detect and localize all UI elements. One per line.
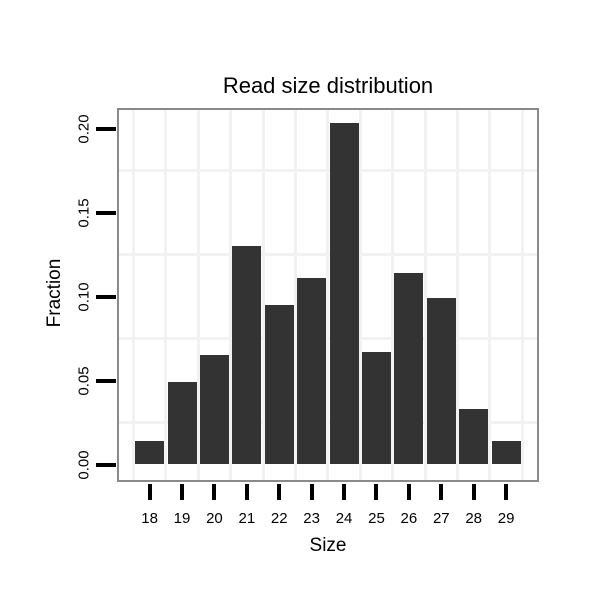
x-tick: [471, 484, 476, 500]
gridline-vertical: [261, 110, 265, 480]
bar-29: [491, 440, 521, 465]
x-tick: [504, 484, 509, 500]
x-tick: [212, 484, 217, 500]
bar-26: [394, 272, 424, 465]
x-tick: [244, 484, 249, 500]
bar-22: [264, 304, 294, 465]
x-tick-label: 23: [303, 510, 320, 527]
gridline-vertical: [358, 110, 362, 480]
y-tick: [96, 294, 116, 299]
y-tick-label: 0.10: [75, 281, 93, 312]
bar-25: [361, 351, 391, 465]
bar-19: [167, 382, 197, 465]
gridline-vertical: [131, 110, 135, 480]
bar-18: [135, 440, 165, 465]
y-tick-label: 0.20: [75, 113, 93, 144]
gridline-vertical: [293, 110, 297, 480]
x-tick: [406, 484, 411, 500]
gridline-horizontal: [119, 169, 537, 172]
x-tick-label: 29: [497, 510, 515, 527]
x-tick-label: 25: [368, 510, 385, 527]
gridline-horizontal: [119, 253, 537, 256]
bar-20: [199, 355, 229, 465]
y-tick: [96, 462, 116, 467]
gridline-vertical: [391, 110, 395, 480]
bar-24: [329, 123, 359, 465]
gridline-horizontal: [119, 421, 537, 424]
y-tick: [96, 126, 116, 131]
gridline-vertical: [229, 110, 233, 480]
gridline-vertical: [326, 110, 330, 480]
y-tick: [96, 210, 116, 215]
y-tick: [96, 378, 116, 383]
x-tick: [180, 484, 184, 500]
bar-23: [297, 278, 327, 465]
gridline-vertical: [455, 110, 459, 480]
x-tick: [309, 484, 314, 500]
x-tick-label: 26: [400, 510, 418, 527]
gridline-vertical: [164, 110, 168, 480]
y-tick-label: 0.15: [75, 197, 93, 228]
x-axis-title: Size: [309, 535, 347, 556]
x-tick-label: 20: [206, 510, 223, 527]
bar-27: [426, 298, 456, 465]
x-tick-label: 18: [141, 510, 158, 527]
gridline-vertical: [196, 110, 200, 480]
x-tick: [277, 484, 282, 500]
x-tick-label: 28: [465, 510, 483, 527]
x-tick-label: 24: [335, 510, 353, 527]
gridline-vertical: [488, 110, 492, 480]
y-tick-label: 0.00: [75, 449, 93, 480]
plot-panel: [117, 108, 539, 482]
x-tick: [374, 484, 379, 500]
gridline-vertical: [423, 110, 427, 480]
y-axis-title: Fraction: [44, 258, 65, 328]
x-tick-label: 27: [432, 510, 450, 527]
y-tick-label: 0.05: [75, 365, 93, 396]
x-tick-label: 21: [238, 510, 256, 527]
x-tick: [147, 484, 152, 500]
x-tick-label: 22: [270, 510, 288, 527]
bar-28: [459, 409, 489, 465]
chart-title: Read size distribution: [222, 73, 434, 98]
bar-21: [232, 246, 262, 465]
gridline-vertical: [520, 110, 524, 480]
x-tick: [439, 484, 444, 500]
x-tick-label: 19: [173, 510, 191, 527]
x-tick: [342, 484, 347, 500]
gridline-horizontal: [119, 337, 537, 340]
